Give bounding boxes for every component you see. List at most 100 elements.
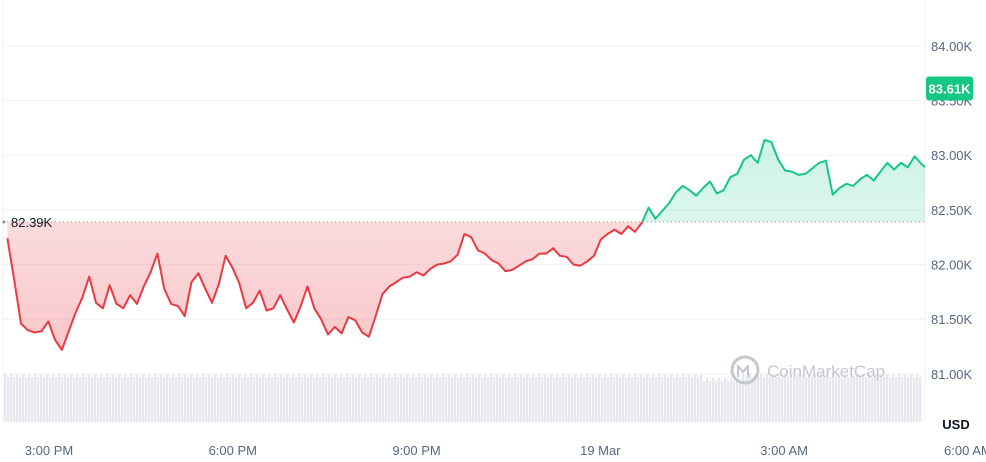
volume-bar [574, 374, 577, 422]
volume-bar [580, 374, 583, 422]
volume-bar [526, 374, 529, 422]
volume-bar [454, 374, 457, 422]
volume-bar [775, 377, 778, 422]
volume-bar [439, 377, 442, 422]
volume-bar [811, 377, 814, 422]
volume-bar [838, 374, 841, 422]
volume-bar [622, 374, 625, 422]
volume-bar [670, 374, 673, 422]
volume-bar [916, 374, 919, 422]
volume-bar [283, 377, 286, 422]
volume-bar [424, 374, 427, 422]
volume-bar [190, 374, 193, 422]
volume-bar [118, 374, 121, 422]
volume-bar [343, 377, 346, 422]
y-tick-label: 82.50K [931, 203, 973, 218]
volume-bar [871, 377, 874, 422]
volume-bar [502, 374, 505, 422]
volume-bar [664, 374, 667, 422]
volume-bar [538, 374, 541, 422]
volume-bar [814, 374, 817, 422]
volume-bar [583, 377, 586, 422]
y-tick-label: 81.00K [931, 367, 973, 382]
price-line-up [641, 138, 925, 222]
volume-bar [592, 374, 595, 422]
volume-bar [673, 377, 676, 422]
volume-bar [595, 377, 598, 422]
volume-bar [16, 374, 19, 422]
volume-bar [256, 374, 259, 422]
volume-bar [487, 377, 490, 422]
volume-bar [682, 374, 685, 422]
volume-bar [178, 374, 181, 422]
volume-bar [13, 377, 16, 422]
volume-bar [67, 377, 70, 422]
volume-bar [175, 377, 178, 422]
volume-bar [505, 377, 508, 422]
volume-bar [181, 377, 184, 422]
volume-bar [325, 377, 328, 422]
volume-bar [841, 377, 844, 422]
volume-bar [301, 377, 304, 422]
volume-bar [406, 374, 409, 422]
price-line-down [6, 221, 644, 351]
volume-bar [43, 377, 46, 422]
volume-bar [208, 374, 211, 422]
volume-bar [706, 378, 709, 422]
volume-bar [637, 377, 640, 422]
volume-bar [667, 377, 670, 422]
volume-bar [625, 377, 628, 422]
volume-bar [562, 374, 565, 422]
volume-bar [715, 381, 718, 422]
volume-bar [55, 377, 58, 422]
volume-bar [388, 374, 391, 422]
x-tick-label: 3:00 AM [760, 443, 808, 457]
volume-bar [328, 374, 331, 422]
volume-bar [700, 374, 703, 422]
volume-bar [829, 377, 832, 422]
volume-bar [901, 377, 904, 422]
current-price-badge: 83.61K [926, 76, 973, 101]
volume-bar [586, 374, 589, 422]
volume-bar [394, 374, 397, 422]
volume-bar [415, 377, 418, 422]
volume-bar [34, 374, 37, 422]
volume-bar [529, 377, 532, 422]
volume-bar [601, 377, 604, 422]
volume-bar [49, 377, 52, 422]
volume-bar [577, 377, 580, 422]
baseline-dot [2, 220, 6, 224]
volume-bar [397, 377, 400, 422]
volume-bar [745, 377, 748, 422]
volume-bar [892, 374, 895, 422]
volume-bar [769, 377, 772, 422]
volume-bar [10, 374, 13, 422]
baseline-value: 82.39K [11, 215, 53, 230]
volume-bar [748, 374, 751, 422]
volume-bar [535, 377, 538, 422]
volume-bar [46, 374, 49, 422]
volume-bar [31, 377, 34, 422]
volume-bar [844, 374, 847, 422]
volume-bar [766, 374, 769, 422]
volume-bar [796, 374, 799, 422]
volume-bar [7, 377, 10, 422]
volume-bar [226, 374, 229, 422]
volume-bar [307, 377, 310, 422]
volume-bar [847, 377, 850, 422]
volume-bar [589, 377, 592, 422]
volume-bar [865, 377, 868, 422]
volume-bar [331, 377, 334, 422]
volume-bar [139, 377, 142, 422]
volume-bar [853, 377, 856, 422]
volume-bar [52, 374, 55, 422]
volume-bar [616, 374, 619, 422]
volume-bar [445, 377, 448, 422]
volume-bar [835, 377, 838, 422]
volume-bar [367, 377, 370, 422]
volume-bar [793, 377, 796, 422]
watermark-text: CoinMarketCap [767, 362, 885, 381]
volume-bar [211, 377, 214, 422]
volume-bar [157, 377, 160, 422]
y-tick-label: 82.00K [931, 258, 973, 273]
